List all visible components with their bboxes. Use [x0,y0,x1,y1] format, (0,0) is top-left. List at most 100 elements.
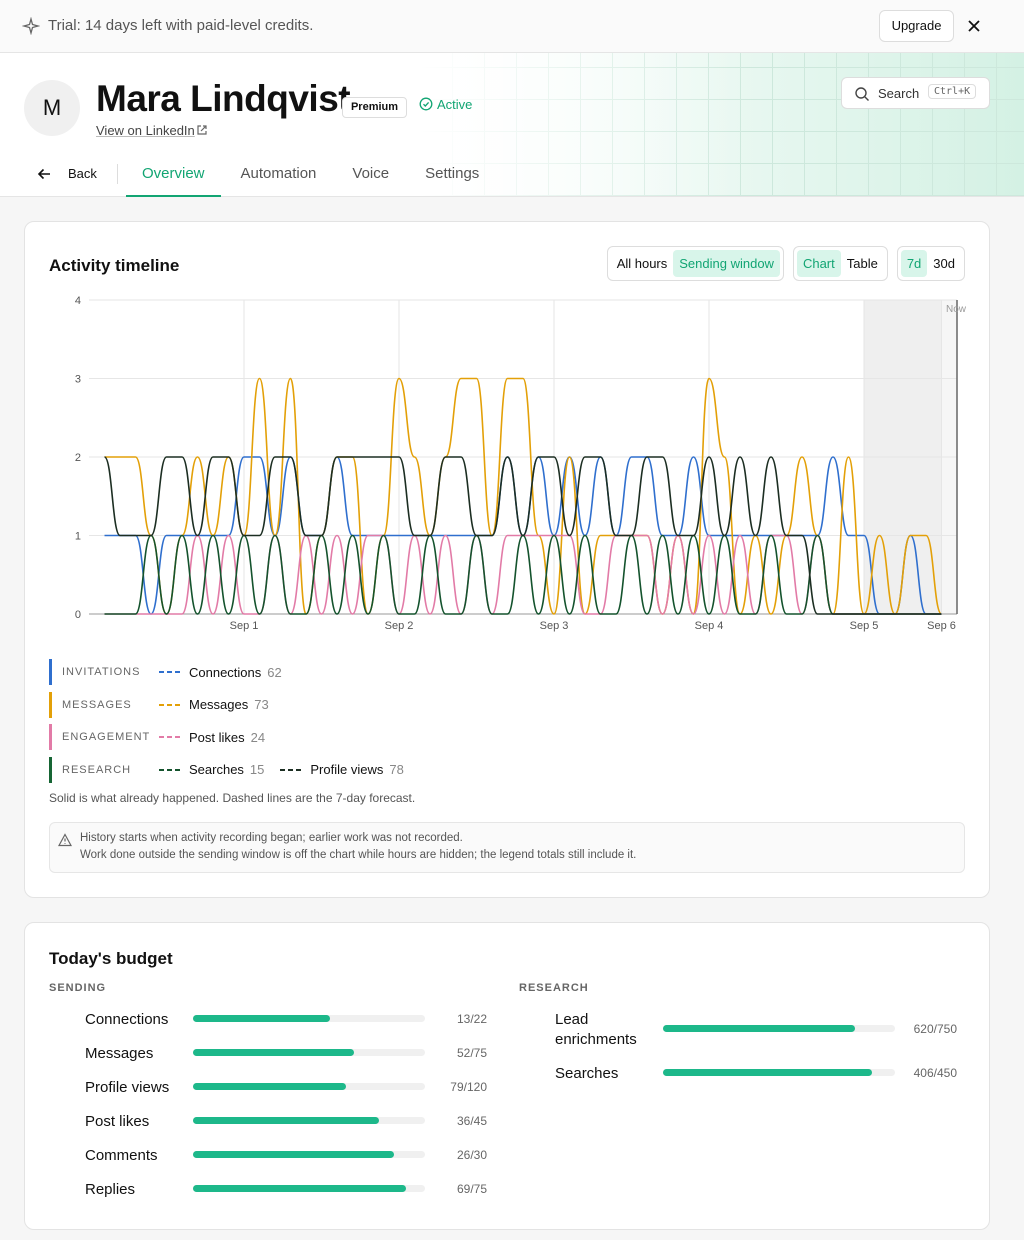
sparkle-icon [22,17,40,35]
legend-group: RESEARCH [49,756,159,783]
legend-row: INVITATIONS Connections 62 [49,659,949,685]
tab[interactable]: Automation [240,165,317,182]
budget-card [24,922,990,1230]
budget-value: 79/120 [450,1080,487,1094]
budget-value: 69/75 [456,1182,487,1196]
check-icon [419,97,433,111]
tab[interactable]: Overview [126,151,221,197]
legend-name: Profile views [310,762,384,777]
budget-name: Profile views [85,1079,170,1096]
close-icon[interactable] [966,18,982,34]
x-tick-label: Sep 5 [850,620,879,632]
legend-total: 78 [389,762,404,777]
toggle-option[interactable]: 30d [933,256,955,271]
legend-item: Post likes 24 [159,730,265,745]
y-tick-label: 4 [75,295,81,307]
legend-row: ENGAGEMENT Post likes 24 [49,724,949,750]
avatar: M [24,80,80,136]
legend-group: MESSAGES [49,691,159,718]
budget-title: Today's budget [49,949,173,968]
tab[interactable]: Settings [425,165,480,182]
x-tick-label: Sep 2 [385,620,414,632]
y-tick-label: 3 [75,374,81,386]
legend-total: 62 [267,664,282,680]
y-tick-label: 1 [75,531,81,543]
upgrade-button[interactable]: Upgrade [879,10,954,42]
linkedin-link[interactable]: View on LinkedIn [96,123,195,138]
legend-item: Searches 15 [159,762,264,777]
toggle-group: All hours Sending window [606,246,784,281]
y-tick-label: 2 [75,452,81,464]
budget-name: Connections [85,1011,169,1028]
toggles: All hours Sending window Chart Table 7d 30d [606,246,965,281]
budget-column-label: RESEARCH [519,982,589,994]
series-line [104,534,942,615]
legend-item: Messages 73 [159,697,269,712]
series-line [103,456,942,615]
budget-value: 26/30 [456,1148,487,1162]
x-tick-label: Sep 3 [540,620,569,632]
notice-line: Work done outside the sending window is … [80,849,637,861]
separator [117,164,118,184]
legend-swatch [159,703,181,706]
badge: Premium [342,97,407,118]
budget-name: Comments [85,1147,158,1164]
legend-group: INVITATIONS [49,659,159,685]
legend-group: ENGAGEMENT [49,724,159,750]
chart: 0 1 2 3 4 Sep 1 Sep 2 Sep 3 Sep 4 Sep 5 Sep 6 Now [75,295,967,632]
legend-name: Post likes [189,729,245,745]
legend-name: Messages [189,697,249,712]
footnote: Solid is what already happened. Dashed l… [49,791,416,805]
budget-column-label: SENDING [49,982,107,994]
toggle-option[interactable]: 7d [900,250,928,277]
toggle-option[interactable]: Chart [796,250,841,277]
card-title: Activity timeline [49,256,180,275]
budget-bar [663,1025,855,1032]
legend-row: MESSAGES Messages 73 [49,691,949,718]
budget-bar [193,1151,395,1158]
notice: History starts when activity recording b… [49,822,965,873]
legend-total: 24 [250,729,266,745]
warning-icon [58,833,72,847]
back[interactable]: Back [68,166,97,181]
budget-value: 52/75 [456,1046,487,1060]
budget-bar [193,1015,331,1022]
trial-bar: Trial: 14 days left with paid-level cred… [0,0,1024,53]
legend-row: RESEARCH Searches 15 Profile views 78 [49,756,949,783]
tab[interactable]: Voice [352,165,390,182]
legend-swatch [159,671,181,673]
budget-value: 13/22 [456,1012,487,1026]
search-box[interactable]: Search Ctrl+K [841,77,990,109]
tabs: Overview Automation Voice Settings [126,151,499,197]
legend-total: 15 [249,762,265,777]
budget-value: 36/45 [456,1114,487,1128]
toggle-option[interactable]: All hours [616,256,668,271]
y-tick-label: 0 [75,609,81,621]
trial-text: Trial: 14 days left with paid-level cred… [48,17,314,34]
toggle-option[interactable]: Table [846,256,878,271]
legend-name: Searches [189,762,244,777]
legend-name: Connections [189,664,262,680]
budget-value: 620/750 [913,1022,957,1036]
back-icon[interactable] [36,166,52,182]
budget-name: Lead enrichments [555,1011,637,1048]
header-pattern [420,53,1024,196]
budget-name: Messages [85,1045,154,1062]
budget-bar [663,1069,873,1076]
shortcut: Ctrl+K [928,84,977,99]
notice-line: History starts when activity recording b… [80,832,463,844]
legend: INVITATIONS Connections 62 MESSAGES Messages… [49,659,949,783]
legend-swatch [280,768,303,771]
toggle-group: Chart Table [792,246,888,281]
legend-item: Connections 62 [159,665,282,680]
toggle-option[interactable]: Sending window [673,250,780,277]
budget-bar [193,1083,346,1090]
series-line [104,534,942,615]
budget-bar [193,1185,407,1192]
series-line [104,377,943,615]
search-icon [855,87,869,101]
budget-bar [193,1049,354,1056]
now-label: Now [946,304,967,315]
x-tick-label: Sep 1 [230,620,259,632]
